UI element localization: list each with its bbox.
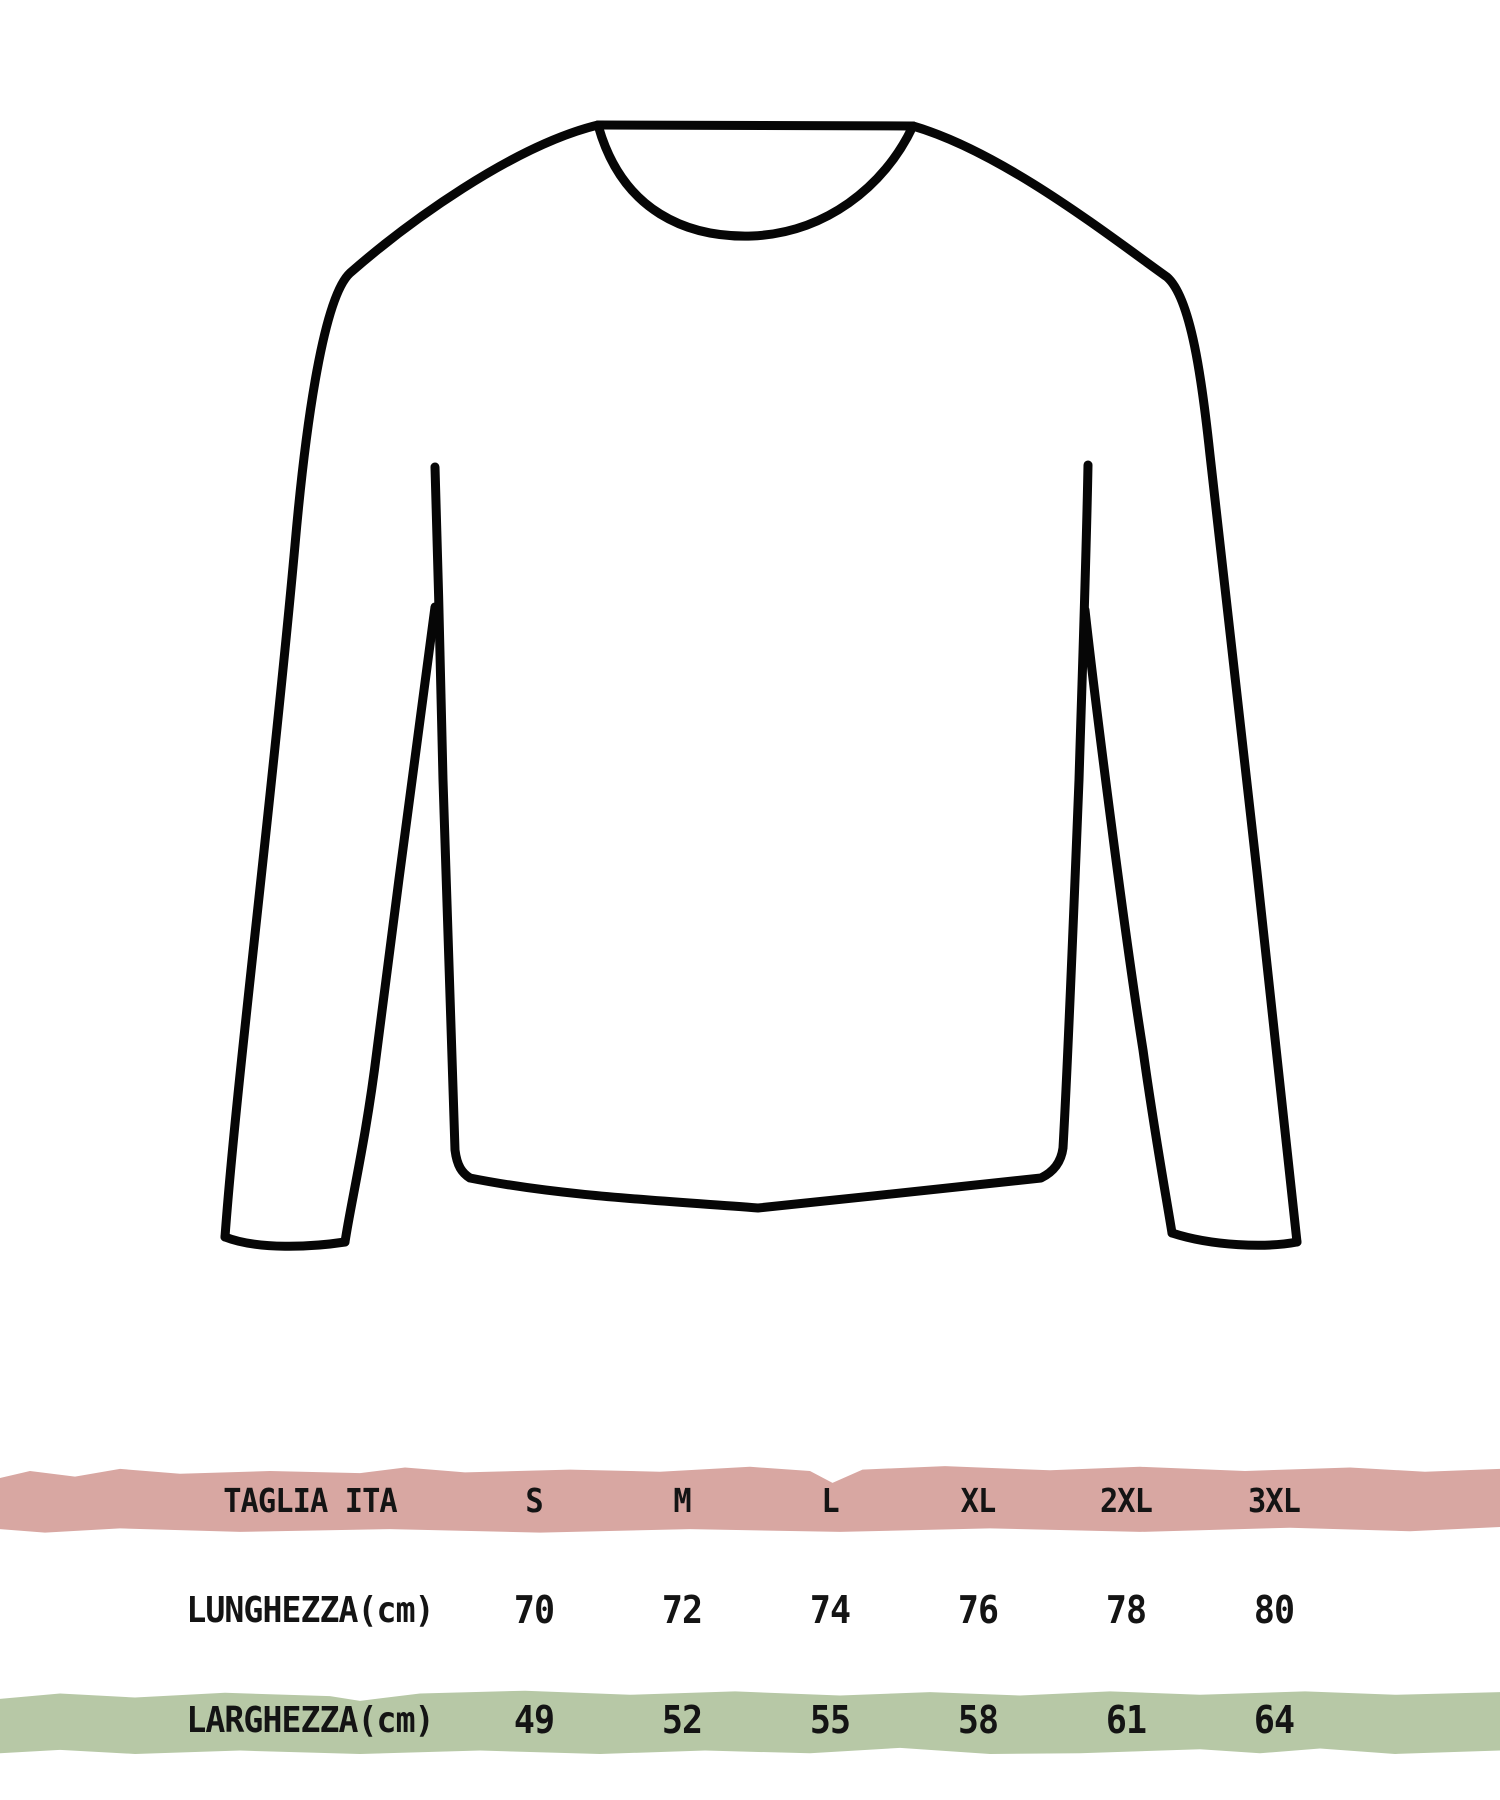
length-value-2xl: 78 [1105,1588,1147,1632]
width-value-s: 49 [513,1698,555,1742]
right-shoulder-sleeve-outer [908,121,1302,1247]
length-value-m: 72 [661,1588,703,1632]
size-col-m: M [673,1480,691,1520]
left-sleeve-inner [340,602,440,1247]
garment-outline-drawing [220,120,1302,1251]
length-row: LUNGHEZZA(cm) 70 72 74 76 78 80 [0,1578,1500,1642]
body-sides-and-hem [430,460,1093,1213]
width-row-label: LARGHEZZA(cm) [186,1699,434,1741]
neckline-scoop [593,120,918,241]
left-shoulder-sleeve-outer [220,120,603,1242]
width-value-xl: 58 [957,1698,999,1742]
length-value-3xl: 80 [1253,1588,1295,1632]
width-value-2xl: 61 [1105,1698,1147,1742]
size-col-3xl: 3XL [1247,1480,1301,1520]
right-cuff [1167,1228,1302,1250]
size-col-2xl: 2XL [1099,1480,1153,1520]
width-value-m: 52 [661,1698,703,1742]
header-band-brush-stroke [0,1466,1500,1533]
left-cuff [220,1232,350,1251]
right-sleeve-inner [1080,605,1177,1238]
size-col-s: S [525,1480,543,1520]
length-value-xl: 76 [957,1588,999,1632]
width-value-l: 55 [809,1698,851,1742]
size-table-header-row: TAGLIA ITA S M L XL 2XL 3XL [0,1468,1500,1532]
size-col-l: L [821,1480,839,1520]
header-label-taglia-ita: TAGLIA ITA [223,1480,398,1520]
length-value-s: 70 [513,1588,555,1632]
length-value-l: 74 [809,1588,851,1632]
width-value-3xl: 64 [1253,1698,1295,1742]
length-row-label: LUNGHEZZA(cm) [186,1589,434,1631]
width-row: LARGHEZZA(cm) 49 52 55 58 61 64 [0,1688,1500,1752]
neckline-top-edge [593,120,918,131]
width-band-brush-stroke [0,1690,1500,1754]
size-col-xl: XL [960,1480,997,1520]
